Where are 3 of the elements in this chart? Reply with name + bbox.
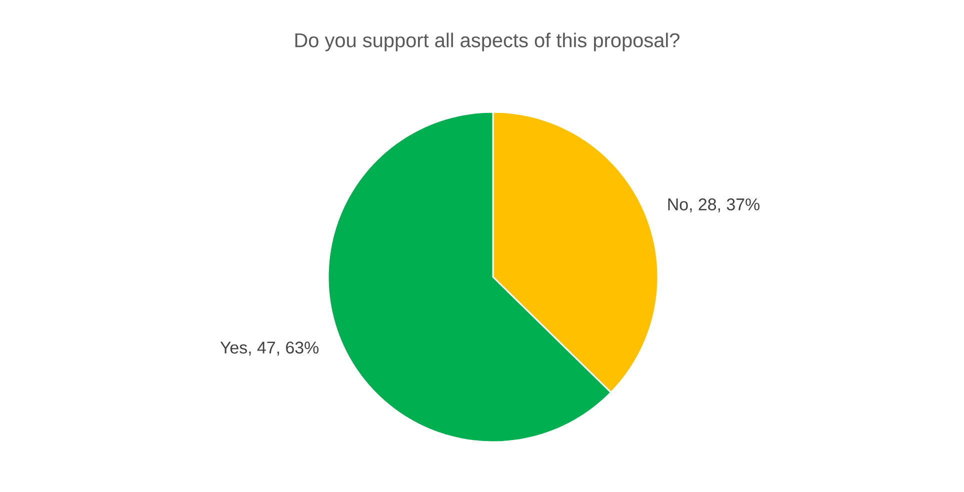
chart-title: Do you support all aspects of this proposal? bbox=[295, 32, 680, 52]
data-label: No, 28, 37% bbox=[668, 198, 760, 212]
data-label: Yes, 47, 63% bbox=[220, 342, 318, 356]
